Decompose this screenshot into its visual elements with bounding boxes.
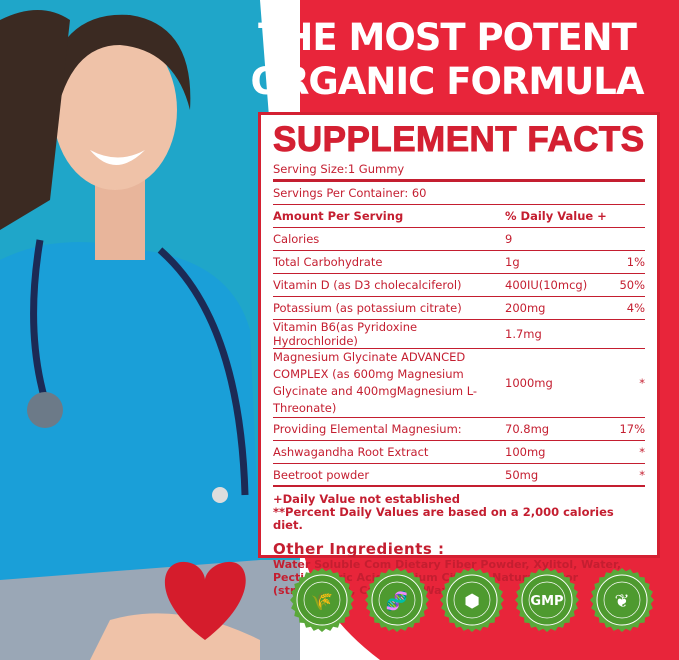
nutrient-name: Calories	[273, 232, 320, 246]
table-row: Vitamin D (as D3 cholecalciferol) 400IU(1…	[273, 274, 645, 297]
nutrient-dv: 17%	[619, 422, 645, 436]
nutrient-amount: 50mg	[505, 467, 539, 482]
nutrient-amount: 1000mg	[505, 375, 553, 390]
table-row: Total Carbohydrate 1g 1%	[273, 251, 645, 274]
table-row: Calories 9	[273, 228, 645, 251]
nutrient-amount: 100mg	[505, 445, 546, 459]
nutrient-dv: *	[639, 375, 645, 390]
badge-label: GMP	[530, 594, 563, 609]
nutrient-dv: *	[639, 467, 645, 482]
header-amount: Amount Per Serving	[273, 209, 404, 223]
nutrient-amount: 1g	[505, 255, 520, 269]
headline-line-1: THE MOST POTENT	[258, 16, 637, 59]
nutrient-name: Vitamin D (as D3 cholecalciferol)	[273, 278, 462, 292]
supplement-facts-title: SUPPLEMENT FACTS	[273, 120, 645, 159]
heart-icon	[164, 561, 246, 640]
nutrient-dv: 4%	[626, 301, 645, 315]
nutrient-name: Ashwagandha Root Extract	[273, 445, 429, 459]
nutrient-name: Beetroot powder	[273, 467, 370, 482]
sugar-cube-badge: ⬢	[440, 568, 504, 632]
table-row: Vitamin B6(as Pyridoxine Hydrochloride) 1…	[273, 320, 645, 349]
servings-per-container: Servings Per Container: 60	[273, 182, 645, 205]
table-row: Ashwagandha Root Extract 100mg *	[273, 441, 645, 464]
header-dv: % Daily Value +	[505, 209, 607, 223]
serving-size-text: Serving Size:1 Gummy	[273, 162, 405, 176]
dna-icon: 🧬	[386, 590, 408, 612]
nutrient-amount: 200mg	[505, 301, 546, 315]
nutrient-dv: *	[639, 445, 645, 459]
wheat-badge: 🌾	[290, 568, 354, 632]
supplement-facts-panel: SUPPLEMENT FACTS Serving Size:1 Gummy Se…	[258, 112, 660, 597]
leaf-badge: ❦	[590, 568, 654, 632]
nutrient-dv: 50%	[619, 278, 645, 292]
footnote-1: +Daily Value not established	[273, 492, 460, 506]
serving-size: Serving Size:1 Gummy	[273, 159, 645, 182]
nutrient-name: Vitamin B6(as Pyridoxine Hydrochloride)	[273, 320, 418, 348]
other-ingredients-title: Other Ingredients :	[273, 540, 445, 558]
dna-badge: 🧬	[365, 568, 429, 632]
gmp-badge: GMP	[515, 568, 579, 632]
nutrient-amount: 400IU(10mcg)	[505, 278, 588, 292]
nutrient-amount: 70.8mg	[505, 422, 550, 436]
table-header: Amount Per Serving % Daily Value +	[273, 205, 645, 228]
table-row: Magnesium Glycinate ADVANCED COMPLEX (as…	[273, 349, 645, 418]
sugar-cube-icon: ⬢	[464, 591, 480, 612]
nutrient-name: Total Carbohydrate	[273, 255, 383, 269]
leaf-icon: ❦	[614, 591, 629, 612]
wheat-icon: 🌾	[311, 591, 333, 612]
headline-line-2: ORGANIC FORMULA	[250, 60, 644, 103]
nutrient-name: Potassium (as potassium citrate)	[273, 301, 462, 315]
nutrient-name: Magnesium Glycinate ADVANCED COMPLEX (as…	[273, 350, 478, 415]
table-row: Potassium (as potassium citrate) 200mg 4%	[273, 297, 645, 320]
nutrient-amount: 9	[505, 232, 513, 246]
nutrient-dv: 1%	[626, 255, 645, 269]
footnote-2: **Percent Daily Values are based on a 2,…	[273, 505, 614, 532]
table-row: Providing Elemental Magnesium: 70.8mg 17%	[273, 418, 645, 441]
nurse-illustration	[0, 10, 260, 660]
nutrient-name: Providing Elemental Magnesium:	[273, 422, 462, 436]
servings-text: Servings Per Container: 60	[273, 186, 427, 200]
nutrient-amount: 1.7mg	[505, 327, 542, 341]
table-row: Beetroot powder 50mg *	[273, 464, 645, 487]
